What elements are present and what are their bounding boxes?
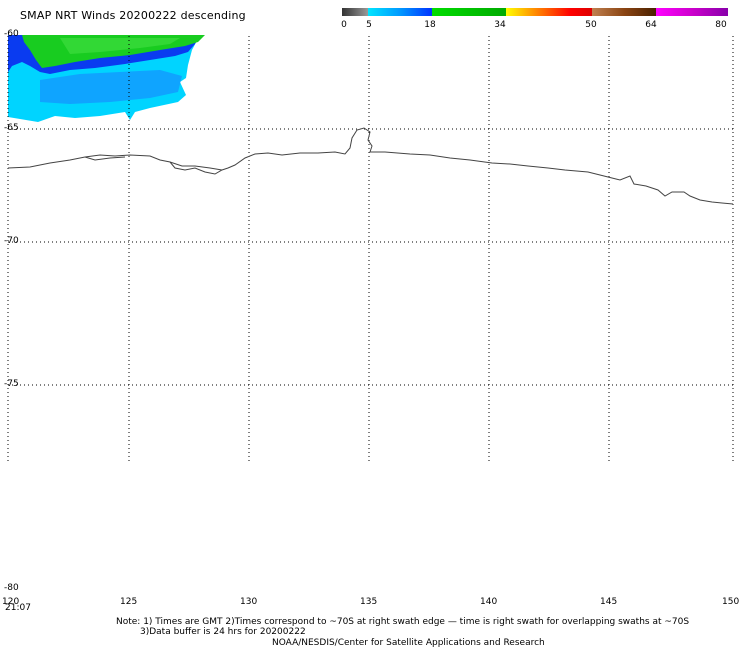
colorbar-segment-0-5: [342, 8, 368, 16]
colorbar-tick-50: 50: [585, 20, 597, 30]
colorbar-tick-64: 64: [645, 20, 657, 30]
lon-label-140: 140: [480, 597, 497, 607]
lat-label-60: -60: [4, 29, 19, 39]
lat-label-70: -70: [4, 236, 19, 246]
colorbar-segment-5-18: [368, 8, 432, 16]
colorbar-tick-0: 0: [341, 20, 347, 30]
lat-label-65: -65: [4, 123, 19, 133]
coastline: [7, 127, 734, 205]
swath-time-label: 21:07: [5, 603, 31, 613]
colorbar-segment-18-34: [432, 8, 506, 16]
note-credit: NOAA/NESDIS/Center for Satellite Applica…: [272, 638, 545, 648]
colorbar-tick-80: 80: [715, 20, 727, 30]
note-line-2: 3)Data buffer is 24 hrs for 20200222: [140, 627, 306, 637]
note-line-1: Note: 1) Times are GMT 2)Times correspon…: [116, 617, 690, 627]
lat-label-75: -75: [4, 379, 19, 389]
colorbar-segment-64-80: [656, 8, 728, 16]
colorbar-segment-34-50: [506, 8, 592, 16]
lat-label-80: -80: [4, 583, 19, 593]
lon-label-135: 135: [360, 597, 377, 607]
colorbar-segment-50-64: [592, 8, 656, 16]
colorbar-tick-34: 34: [494, 20, 506, 30]
lon-label-150: 150: [722, 597, 739, 607]
lon-label-125: 125: [120, 597, 137, 607]
lon-label-120: 120: [2, 597, 19, 607]
colorbar-tick-5: 5: [366, 20, 372, 30]
colorbar-tick-18: 18: [424, 20, 436, 30]
lon-label-145: 145: [600, 597, 617, 607]
grid: [8, 36, 733, 464]
chart-title: SMAP NRT Winds 20200222 descending: [20, 9, 246, 22]
lon-label-130: 130: [240, 597, 257, 607]
